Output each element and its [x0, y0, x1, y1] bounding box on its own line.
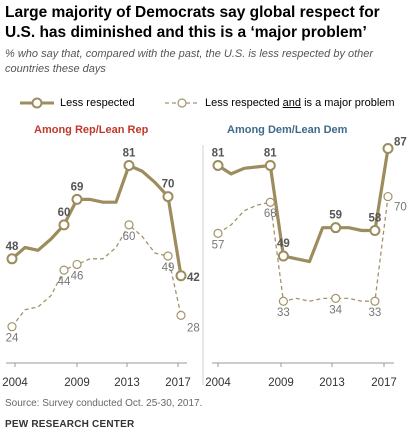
legend-text-post: is a major problem: [301, 97, 395, 109]
data-point: [71, 193, 83, 205]
data-point: [383, 191, 393, 202]
data-point: [264, 159, 276, 171]
panel-title-dem: Among Dem/Lean Dem: [227, 124, 348, 136]
data-point: [369, 225, 381, 237]
data-point: [123, 159, 135, 171]
data-point: [58, 219, 70, 231]
chart-title: Large majority of Democrats say global r…: [5, 4, 380, 41]
x-tick-label: 2009: [64, 377, 90, 389]
data-label: 60: [123, 231, 136, 243]
data-point: [59, 265, 69, 275]
data-point: [277, 250, 289, 262]
data-point: [6, 253, 18, 265]
data-label: 70: [162, 179, 175, 191]
data-label: 28: [187, 322, 200, 334]
legend-label-major-problem: Less respected and is a major problem: [205, 96, 395, 110]
data-label: 60: [58, 207, 71, 219]
data-label: 42: [187, 272, 200, 284]
data-label: 49: [162, 262, 175, 274]
data-point: [382, 142, 394, 154]
data-label: 44: [58, 276, 71, 288]
data-point: [213, 228, 223, 238]
data-point: [330, 222, 342, 234]
data-label: 87: [394, 136, 407, 148]
data-point: [7, 322, 17, 332]
x-tick-label: 2009: [268, 377, 294, 389]
data-point: [265, 197, 275, 207]
data-point: [163, 251, 173, 261]
data-label: 81: [264, 147, 277, 159]
series-line-major-problem: [217, 196, 389, 302]
data-label: 69: [71, 181, 84, 193]
data-label: 57: [212, 239, 225, 251]
legend-label-less-respected: Less respected: [60, 97, 135, 109]
x-tick-label: 2004: [2, 377, 28, 389]
legend-dashed-line-icon: [165, 98, 199, 108]
x-tick-label: 2017: [371, 377, 397, 389]
x-tick-label: 2013: [319, 377, 345, 389]
data-label: 24: [6, 333, 19, 345]
data-point: [72, 259, 82, 270]
series-line-major-problem: [11, 224, 182, 328]
data-label: 46: [71, 270, 84, 282]
data-point: [278, 296, 288, 306]
data-label: 48: [6, 241, 19, 253]
data-label: 58: [369, 213, 382, 225]
series-line-less-respected: [217, 148, 390, 264]
data-point: [176, 310, 186, 320]
data-point: [370, 296, 380, 306]
data-label: 59: [329, 210, 342, 222]
x-tick-label: 2017: [165, 377, 191, 389]
data-point: [124, 220, 134, 230]
data-point: [331, 293, 341, 303]
source-note: Source: Survey conducted Oct. 25-30, 201…: [5, 398, 203, 409]
chart-subtitle: % who say that, compared with the past, …: [5, 48, 374, 75]
data-label: 33: [277, 307, 290, 319]
data-label: 49: [277, 238, 290, 250]
legend-text-and: and: [282, 97, 302, 109]
data-label: 81: [123, 147, 136, 159]
data-point: [212, 159, 224, 171]
panel-title-rep: Among Rep/Lean Rep: [34, 124, 149, 136]
data-label: 34: [329, 304, 342, 316]
legend-solid-line-icon: [20, 97, 54, 109]
data-point: [162, 191, 174, 203]
data-point: [175, 270, 187, 282]
series-line-less-respected: [10, 163, 183, 277]
x-tick-label: 2004: [205, 377, 231, 389]
data-label: 68: [264, 208, 277, 220]
data-label: 33: [369, 307, 382, 319]
data-label: 70: [394, 202, 407, 214]
x-tick-label: 2013: [114, 377, 140, 389]
legend-text-pre: Less respected: [205, 97, 283, 109]
data-label: 81: [212, 147, 225, 159]
org-name: PEW RESEARCH CENTER: [5, 419, 135, 430]
